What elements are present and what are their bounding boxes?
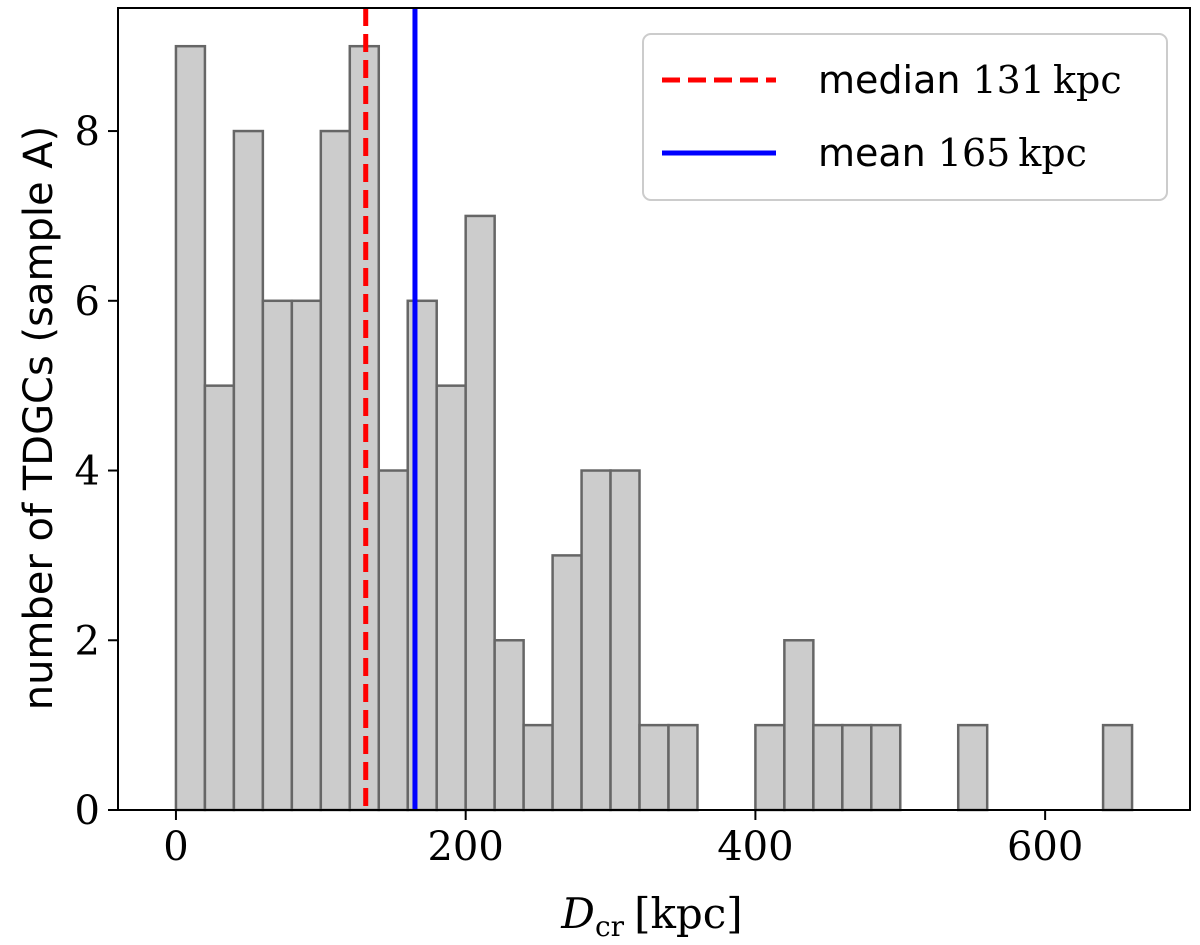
- histogram-bar: [870, 723, 902, 812]
- x-ticks-group: 0 200 400 600: [163, 810, 1083, 870]
- histogram-bar: [841, 723, 873, 812]
- histogram-bar: [406, 299, 438, 812]
- legend-mean-label: mean 165 kpc: [818, 131, 1087, 175]
- x-axis-label-unit: [kpc]: [634, 889, 743, 938]
- histogram-bar: [377, 469, 409, 812]
- legend-median-value: 131: [972, 58, 1045, 102]
- histogram-bar: [261, 299, 294, 812]
- histogram-bar: [319, 129, 352, 812]
- legend-median-unit: kpc: [1053, 58, 1122, 102]
- y-ticks-group: 0 2 4 6 8: [75, 109, 118, 834]
- legend-mean-unit: kpc: [1018, 131, 1087, 175]
- x-tick-label: 0: [163, 824, 188, 870]
- histogram-bar: [203, 384, 236, 812]
- histogram-bar: [174, 44, 207, 812]
- histogram-bar: [522, 723, 554, 812]
- legend-median-name: median: [818, 58, 960, 102]
- histogram-bar: [609, 469, 641, 812]
- histogram-bar: [667, 723, 699, 812]
- y-tick-label: 4: [75, 449, 100, 495]
- histogram-bar: [551, 554, 583, 812]
- histogram-bar: [464, 214, 496, 812]
- legend: median 131 kpc mean 165 kpc: [642, 33, 1168, 201]
- legend-mean-value: 165: [938, 131, 1011, 175]
- histogram-bar: [580, 469, 612, 812]
- y-axis-label: number of TDGCs (sample A): [16, 126, 62, 711]
- y-tick-label: 6: [75, 279, 100, 325]
- histogram-bar: [783, 639, 815, 812]
- x-tick-label: 400: [717, 824, 793, 870]
- legend-median-label: median 131 kpc: [818, 58, 1122, 102]
- histogram-bar: [812, 723, 844, 812]
- x-tick-label: 600: [1007, 824, 1083, 870]
- x-axis-label: Dcr [kpc]: [560, 889, 742, 943]
- y-tick-label: 0: [75, 788, 100, 834]
- histogram-bar: [493, 639, 525, 812]
- x-axis-label-sub: cr: [595, 910, 625, 943]
- legend-mean-name: mean: [818, 131, 926, 175]
- histogram-bar: [1101, 723, 1134, 812]
- x-tick-label: 200: [427, 824, 503, 870]
- histogram-bar: [232, 129, 265, 812]
- histogram-bar: [956, 723, 989, 812]
- histogram-bar: [290, 299, 323, 812]
- legend-box: [642, 33, 1168, 201]
- y-tick-label: 8: [75, 109, 100, 155]
- plot-frame: [117, 7, 1191, 811]
- histogram-bar: [638, 723, 670, 812]
- histogram-bar: [754, 723, 786, 812]
- histogram-bar: [435, 384, 467, 812]
- y-tick-label: 2: [75, 618, 100, 664]
- x-axis-label-main: D: [560, 889, 595, 938]
- reference-lines-group: [363, 8, 418, 810]
